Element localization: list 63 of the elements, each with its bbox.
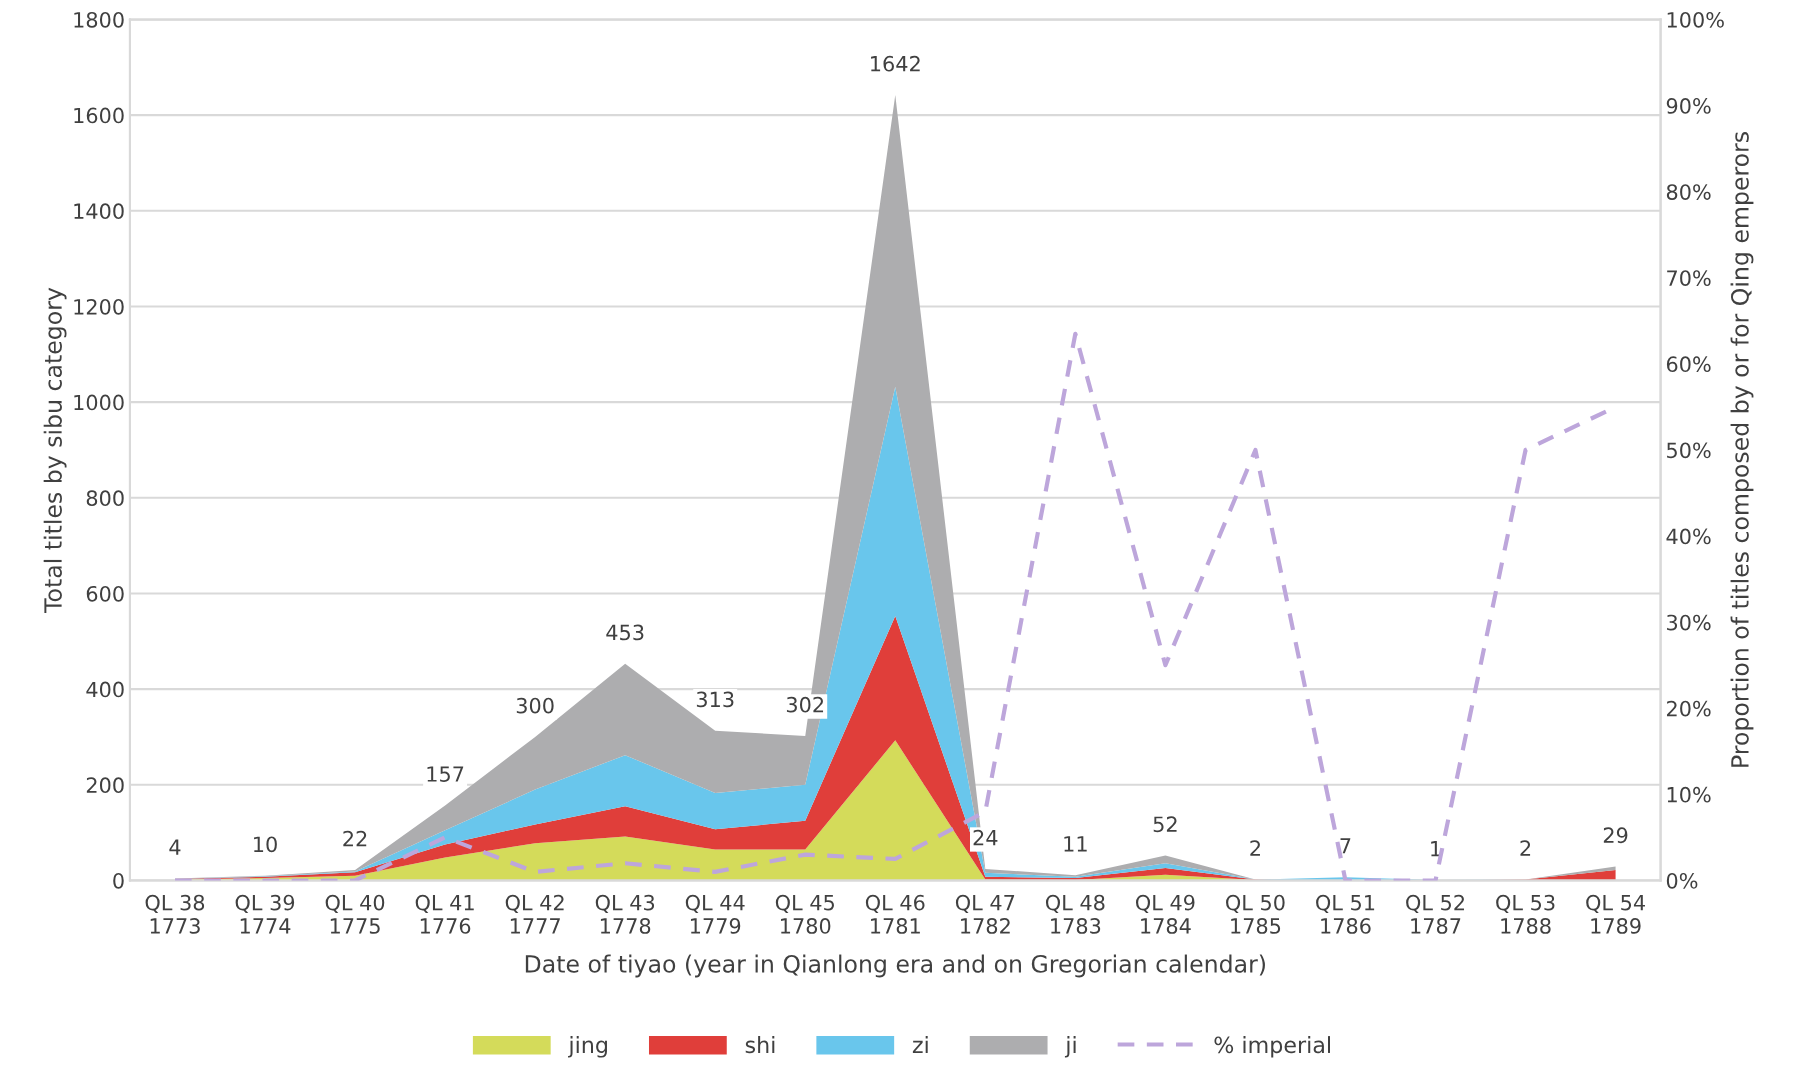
y-tick-label: 1200 bbox=[74, 298, 124, 315]
total-label: 7 bbox=[1340, 838, 1351, 854]
total-label: 11 bbox=[1064, 836, 1087, 852]
y-tick-label: 1800 bbox=[74, 11, 124, 28]
total-label: 1 bbox=[1431, 841, 1441, 857]
total-label: 24 bbox=[973, 829, 998, 846]
total-label: 4 bbox=[169, 839, 181, 855]
x-tick-label: QL 49 1784 bbox=[1135, 894, 1195, 934]
x-tick-label: QL 48 1783 bbox=[1045, 894, 1105, 934]
x-tick-label: QL 46 1781 bbox=[865, 894, 925, 934]
y-axis-title: Total titles by sibu category bbox=[43, 287, 67, 613]
x-tick-label: QL 41 1776 bbox=[415, 894, 474, 934]
x-tick-label: QL 53 1788 bbox=[1496, 894, 1555, 934]
x-tick-label: QL 45 1780 bbox=[775, 894, 834, 934]
x-tick-label: QL 39 1774 bbox=[235, 894, 295, 934]
total-label: 29 bbox=[1603, 827, 1628, 844]
y-tick-label: 1400 bbox=[74, 203, 124, 220]
x-tick-label: QL 51 1786 bbox=[1316, 894, 1375, 934]
x-tick-label: QL 54 1789 bbox=[1586, 894, 1645, 934]
y2-tick-label: 50% bbox=[1667, 442, 1711, 459]
y-tick-label: 600 bbox=[86, 585, 124, 602]
x-tick-label: QL 38 1773 bbox=[145, 894, 205, 934]
y-tick-label: 800 bbox=[86, 490, 124, 507]
y2-tick-label: 60% bbox=[1666, 356, 1711, 373]
total-label: 22 bbox=[343, 830, 367, 847]
x-axis-title: Date of tiyao (year in Qianlong era and on Gregorian calendar) bbox=[525, 954, 1265, 978]
y2-tick-label: 90% bbox=[1666, 98, 1711, 114]
x-tick-label: QL 52 1787 bbox=[1406, 894, 1464, 934]
legend-label: jing bbox=[568, 1036, 607, 1058]
x-tick-label: QL 42 1777 bbox=[505, 894, 564, 934]
y-tick-label: 1000 bbox=[74, 394, 124, 411]
legend-label: % imperial bbox=[1214, 1036, 1331, 1058]
y-tick-label: 0 bbox=[113, 872, 124, 889]
y2-tick-label: 20% bbox=[1666, 700, 1711, 717]
total-label: 453 bbox=[606, 624, 644, 641]
y2-tick-label: 30% bbox=[1667, 614, 1711, 631]
y2-tick-label: 80% bbox=[1666, 184, 1711, 200]
legend-label: shi bbox=[745, 1036, 775, 1054]
x-tick-label: QL 50 1785 bbox=[1226, 894, 1285, 934]
x-tick-label: QL 47 1782 bbox=[955, 894, 1015, 934]
legend-label: zi bbox=[912, 1036, 928, 1053]
total-label: 313 bbox=[696, 691, 734, 708]
total-label: 10 bbox=[254, 836, 277, 853]
y2-tick-label: 40% bbox=[1666, 528, 1711, 545]
total-label: 302 bbox=[786, 696, 824, 713]
total-label: 2 bbox=[1520, 840, 1531, 856]
y2-tick-label: 0% bbox=[1666, 872, 1698, 889]
x-tick-label: QL 44 1779 bbox=[685, 894, 745, 934]
total-label: 2 bbox=[1250, 840, 1260, 856]
total-label: 300 bbox=[516, 697, 554, 714]
total-label: 157 bbox=[427, 766, 464, 782]
total-label: 52 bbox=[1153, 816, 1177, 833]
x-tick-label: QL 40 1775 bbox=[325, 894, 385, 934]
total-label: 1642 bbox=[871, 55, 920, 72]
y-tick-label: 1600 bbox=[74, 107, 124, 124]
y2-axis-title: Proportion of titles composed by or for Qing emperors bbox=[1730, 132, 1754, 767]
y2-tick-label: 10% bbox=[1667, 786, 1711, 803]
y2-tick-label: 100% bbox=[1667, 11, 1724, 28]
legend-label: ji bbox=[1064, 1036, 1076, 1058]
x-tick-label: QL 43 1778 bbox=[595, 894, 655, 934]
y2-tick-label: 70% bbox=[1667, 270, 1711, 286]
y-tick-label: 400 bbox=[86, 681, 124, 698]
y-tick-label: 200 bbox=[86, 777, 124, 794]
